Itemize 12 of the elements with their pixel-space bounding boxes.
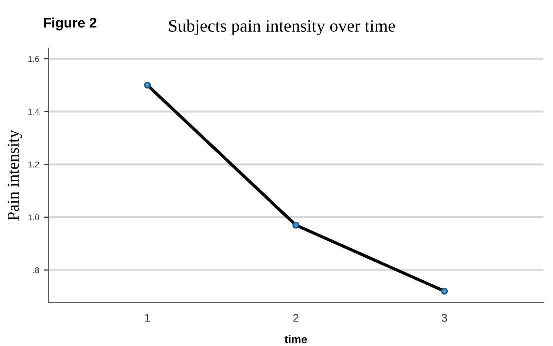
y-tick-label: 1.0 xyxy=(28,214,40,221)
y-tick-label: 1.6 xyxy=(28,56,40,62)
x-axis-title: time xyxy=(284,335,308,344)
y-tick-label: .8 xyxy=(33,267,40,274)
x-tick-label: 1 xyxy=(145,314,150,322)
x-tick-label: 2 xyxy=(294,314,299,322)
x-tick-label: 3 xyxy=(442,314,448,322)
caption: Figure 2 xyxy=(44,18,97,31)
y-tick-label: 1.4 xyxy=(28,109,40,115)
y-tick-label: 1.2 xyxy=(28,162,40,168)
y-axis-title: Pain intensity xyxy=(8,130,22,221)
chart-title: Subjects pain intensity over time xyxy=(169,20,396,36)
